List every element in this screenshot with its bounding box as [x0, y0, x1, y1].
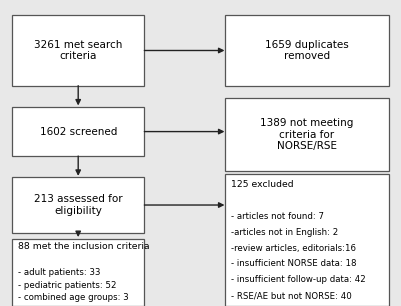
Text: 125 excluded: 125 excluded [231, 180, 293, 189]
FancyBboxPatch shape [225, 174, 389, 306]
FancyBboxPatch shape [12, 177, 144, 233]
Text: 1389 not meeting
criteria for
NORSE/RSE: 1389 not meeting criteria for NORSE/RSE [260, 118, 353, 151]
Text: 1602 screened: 1602 screened [40, 127, 117, 136]
Text: - RSE/AE but not NORSE: 40: - RSE/AE but not NORSE: 40 [231, 291, 351, 300]
Text: -review articles, editorials:16: -review articles, editorials:16 [231, 244, 356, 253]
Text: -articles not in English: 2: -articles not in English: 2 [231, 228, 338, 237]
FancyBboxPatch shape [12, 239, 144, 306]
Text: - articles not found: 7: - articles not found: 7 [231, 212, 324, 221]
Text: 88 met the inclusion criteria: 88 met the inclusion criteria [18, 242, 150, 252]
Text: - insufficient follow-up data: 42: - insufficient follow-up data: 42 [231, 275, 365, 284]
Text: - adult patients: 33: - adult patients: 33 [18, 268, 101, 277]
Text: - pediatric patients: 52: - pediatric patients: 52 [18, 281, 117, 289]
FancyBboxPatch shape [225, 98, 389, 171]
Text: - insufficient NORSE data: 18: - insufficient NORSE data: 18 [231, 259, 356, 268]
FancyBboxPatch shape [225, 15, 389, 86]
Text: 213 assessed for
eligibility: 213 assessed for eligibility [34, 194, 123, 216]
FancyBboxPatch shape [12, 107, 144, 156]
FancyBboxPatch shape [12, 15, 144, 86]
Text: 3261 met search
criteria: 3261 met search criteria [34, 40, 122, 61]
Text: 1659 duplicates
removed: 1659 duplicates removed [265, 40, 348, 61]
Text: - combined age groups: 3: - combined age groups: 3 [18, 293, 129, 302]
